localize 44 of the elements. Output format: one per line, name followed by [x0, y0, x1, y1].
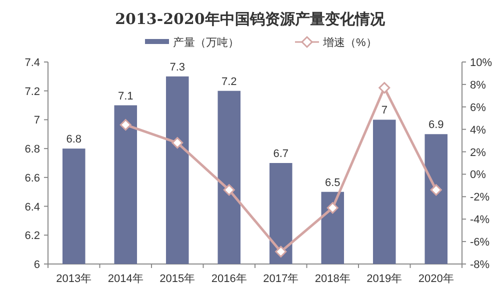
y2-tick-label: 10%	[470, 57, 492, 69]
x-tick-label: 2016年	[211, 273, 247, 285]
x-tick-label: 2017年	[263, 273, 299, 285]
y-tick-label: 7.2	[24, 86, 40, 98]
y-tick-label: 6.4	[24, 201, 40, 214]
y-tick-label: 6.8	[24, 144, 40, 156]
y-tick-label: 6	[34, 259, 40, 271]
data-label: 6.9	[428, 119, 444, 132]
data-label: 7.2	[221, 76, 237, 88]
point	[430, 184, 442, 196]
y2-tick-label: 2%	[470, 146, 486, 159]
y-tick-label: 7.4	[24, 57, 40, 69]
y2-tick-label: 0%	[470, 169, 486, 182]
point	[326, 202, 338, 214]
chart-title: 2013-2020年中国钨资源产量变化情况	[115, 10, 386, 28]
data-label: 7.3	[170, 61, 186, 74]
point	[378, 82, 390, 94]
y2-tick-label: 4%	[470, 124, 486, 136]
data-label: 7.1	[118, 90, 134, 102]
point	[120, 119, 132, 131]
y2-tick-label: -4%	[470, 214, 490, 226]
y-tick-label: 7	[34, 114, 40, 127]
legend-label: 增速（%）	[322, 36, 377, 49]
point	[172, 137, 184, 149]
x-tick-label: 2018年	[314, 273, 350, 285]
data-label: 7	[381, 104, 388, 117]
x-tick-label: 2020年	[418, 273, 454, 285]
y2-tick-label: -6%	[470, 236, 490, 249]
point	[275, 246, 287, 258]
data-label: 6.8	[66, 134, 82, 146]
data-label: 6.5	[324, 176, 340, 189]
y-tick-label: 6.2	[24, 230, 40, 242]
x-tick-label: 2015年	[160, 273, 196, 285]
legend-label: 产量（万吨）	[173, 36, 239, 49]
y2-tick-label: 6%	[470, 102, 486, 114]
point	[223, 184, 235, 196]
x-tick-label: 2013年	[56, 273, 92, 285]
y2-tick-label: -2%	[470, 192, 490, 204]
y2-tick-label: 8%	[470, 79, 486, 92]
y-tick-label: 6.6	[24, 172, 40, 184]
x-tick-label: 2014年	[108, 273, 144, 285]
y2-tick-label: -8%	[470, 259, 490, 271]
data-label: 6.7	[273, 148, 289, 160]
x-tick-label: 2019年	[366, 273, 402, 285]
